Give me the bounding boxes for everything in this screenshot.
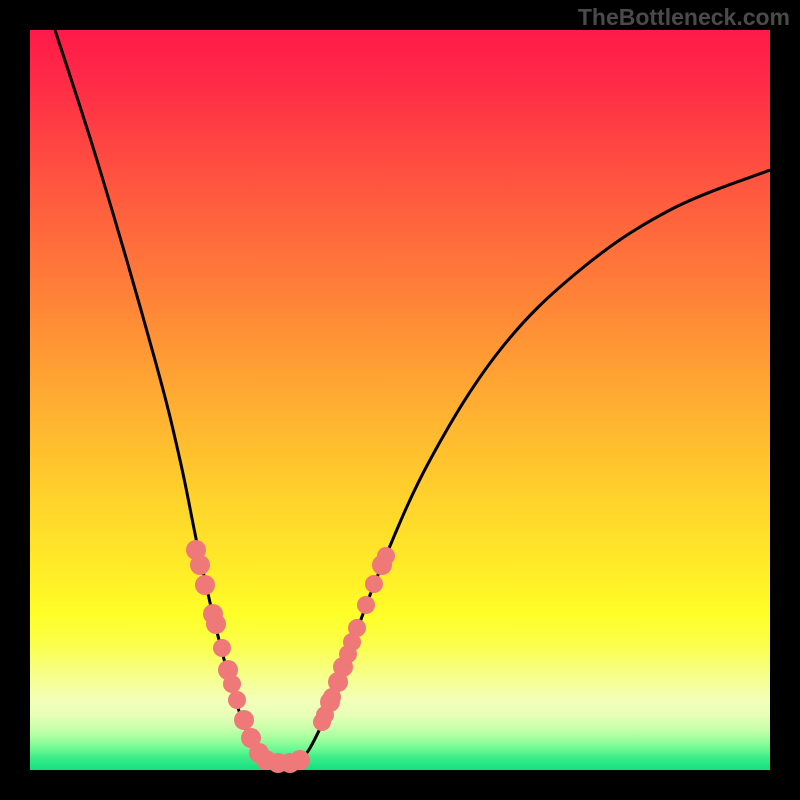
data-marker <box>365 575 383 593</box>
curve-left-branch <box>55 30 268 762</box>
data-marker <box>206 614 226 634</box>
bottleneck-curve <box>0 0 800 800</box>
data-marker <box>348 619 366 637</box>
data-marker <box>377 547 395 565</box>
data-marker <box>195 575 215 595</box>
data-marker <box>234 710 254 730</box>
data-marker <box>228 691 246 709</box>
data-marker <box>190 555 210 575</box>
curve-right-branch <box>298 170 770 762</box>
data-marker <box>213 639 231 657</box>
data-marker <box>290 750 310 770</box>
data-marker <box>357 596 375 614</box>
